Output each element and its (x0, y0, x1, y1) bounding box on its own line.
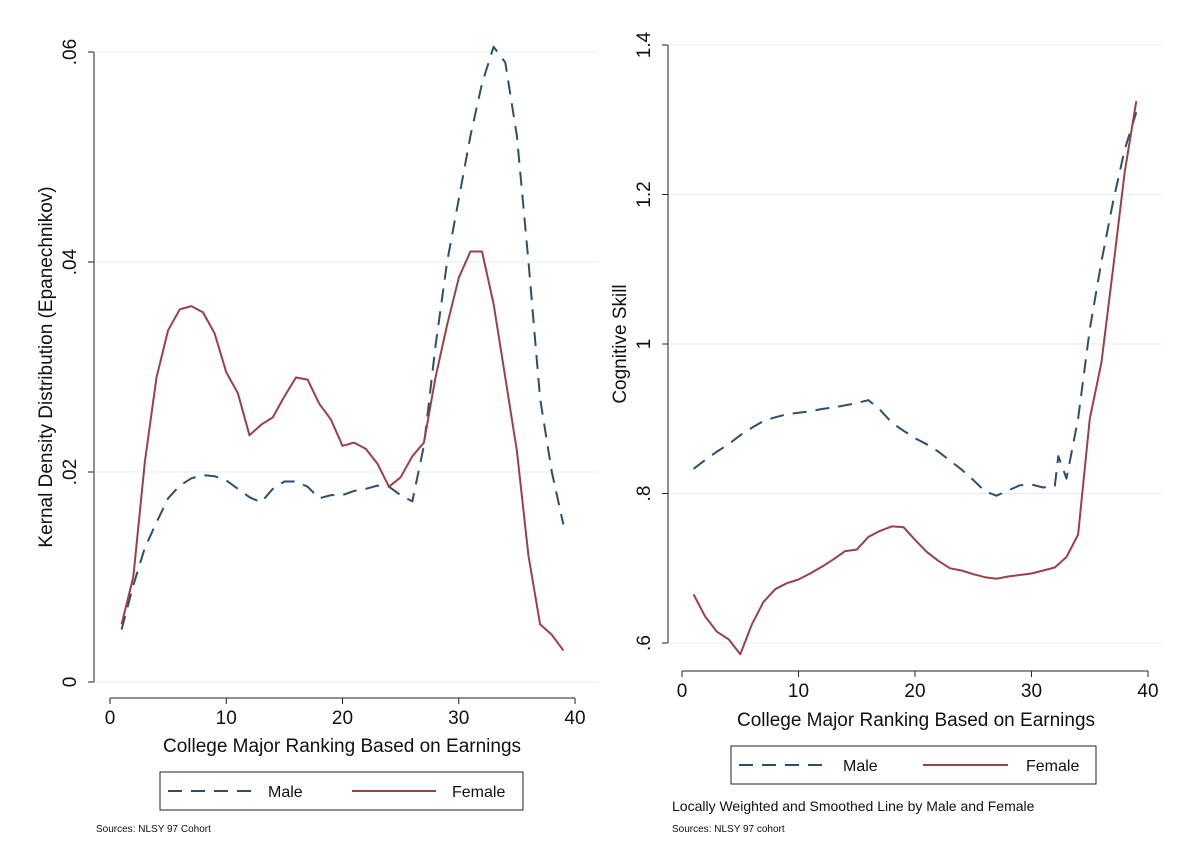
right-x-tick-label: 40 (1137, 681, 1158, 702)
left-y-axis-title: Kernal Density Distribution (Epanechniko… (36, 186, 57, 547)
right-female-line (692, 100, 1138, 656)
right-gridlines (670, 44, 1162, 644)
right-x-axis-title: College Major Ranking Based on Earnings (737, 710, 1095, 731)
left-x-tick-label: 0 (105, 708, 116, 729)
right-y-ticks: .6 .8 1 1.2 1.4 (634, 31, 668, 651)
left-x-tick-label: 40 (564, 708, 585, 729)
left-male-line (120, 45, 565, 630)
right-y-axis-title: Cognitive Skill (610, 284, 631, 403)
right-legend-female-label: Female (1026, 758, 1079, 775)
right-x-tick-label: 30 (1021, 681, 1042, 702)
left-legend: Male Female (159, 771, 524, 811)
left-y-tick-label: 0 (60, 677, 81, 688)
right-y-tick-label: 1 (634, 339, 655, 350)
right-source-note: Sources: NLSY 97 cohort (672, 824, 785, 835)
right-legend-male-label: Male (843, 758, 878, 775)
left-source-note: Sources: NLSY 97 Cohort (96, 824, 211, 835)
left-y-tick-label: .02 (60, 459, 81, 485)
right-y-tick-label: 1.4 (634, 31, 655, 58)
right-series-layer (692, 100, 1138, 656)
left-panel: 0 .02 .04 .06 0 10 20 30 40 Kernal Density Dist… (36, 39, 598, 835)
left-x-ticks: 0 10 20 30 40 (105, 698, 586, 729)
left-x-tick-label: 30 (448, 708, 469, 729)
right-y-tick-label: 1.2 (634, 181, 655, 207)
right-x-tick-label: 10 (788, 681, 809, 702)
left-x-tick-label: 20 (332, 708, 353, 729)
right-male-line (692, 112, 1138, 497)
right-x-ticks: 0 10 20 30 40 (677, 671, 1159, 702)
left-series-layer (120, 45, 565, 652)
left-x-axis-title: College Major Ranking Based on Earnings (163, 736, 521, 757)
left-y-tick-label: .06 (60, 39, 81, 65)
right-y-tick-label: .6 (634, 635, 655, 651)
right-legend: Male Female (730, 745, 1097, 785)
left-female-line (120, 250, 565, 652)
right-panel: .6 .8 1 1.2 1.4 0 10 20 30 40 Cognitive Skill Co… (610, 31, 1162, 835)
left-y-tick-label: .04 (60, 248, 81, 275)
left-x-tick-label: 10 (216, 708, 237, 729)
right-note: Locally Weighted and Smoothed Line by Ma… (672, 798, 1035, 814)
left-legend-male-label: Male (268, 784, 303, 801)
left-gridlines (96, 51, 598, 683)
left-legend-female-label: Female (452, 784, 505, 801)
right-x-tick-label: 20 (904, 681, 925, 702)
right-y-tick-label: .8 (634, 486, 655, 502)
left-y-ticks: 0 .02 .04 .06 (60, 39, 94, 688)
right-x-tick-label: 0 (677, 681, 688, 702)
